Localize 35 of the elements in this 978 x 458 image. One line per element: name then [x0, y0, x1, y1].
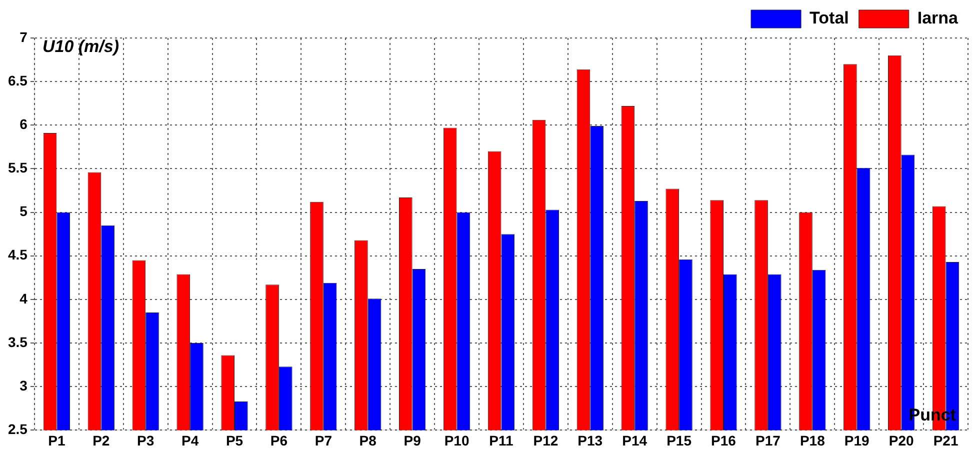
y-axis-title: U10 (m/s): [42, 37, 120, 56]
y-tick-label: 5: [20, 203, 28, 220]
y-tick-label: 4: [20, 290, 28, 306]
x-tick-label: P18: [800, 432, 826, 448]
x-tick-label: P19: [844, 432, 870, 448]
x-tick-label: P12: [533, 432, 558, 448]
x-tick-label: P3: [137, 432, 154, 448]
x-tick-label: P20: [888, 432, 914, 448]
x-tick-label: P5: [226, 432, 244, 448]
x-tick-label: P1: [48, 432, 66, 448]
x-tick-label: P14: [622, 432, 648, 448]
x-tick-label: P6: [270, 432, 288, 448]
x-tick-label: P16: [711, 432, 736, 448]
x-tick-label: P21: [933, 432, 958, 448]
x-tick-label: P4: [181, 432, 199, 448]
y-tick-label: 6.5: [8, 72, 28, 88]
x-tick-label: P2: [92, 432, 110, 448]
x-tick-label: P9: [404, 432, 422, 448]
legend-label: Iarna: [917, 8, 959, 28]
legend-label: Total: [810, 8, 849, 28]
x-tick-label: P11: [489, 432, 514, 448]
x-axis-title: Punct: [908, 405, 956, 424]
x-tick-label: P10: [444, 432, 470, 448]
y-tick-label: 7: [20, 28, 28, 45]
y-tick-label: 2.5: [8, 421, 28, 438]
y-tick-label: 4.5: [8, 246, 28, 263]
x-tick-label: P13: [578, 432, 603, 448]
x-tick-label: P7: [314, 432, 332, 448]
x-tick-label: P15: [666, 432, 692, 448]
x-tick-label: P8: [359, 432, 377, 448]
y-tick-label: 6: [20, 116, 28, 132]
y-tick-label: 3.5: [8, 334, 28, 350]
x-tick-label: P17: [755, 432, 781, 448]
y-tick-label: 3: [20, 377, 28, 394]
y-tick-label: 5.5: [8, 160, 28, 176]
